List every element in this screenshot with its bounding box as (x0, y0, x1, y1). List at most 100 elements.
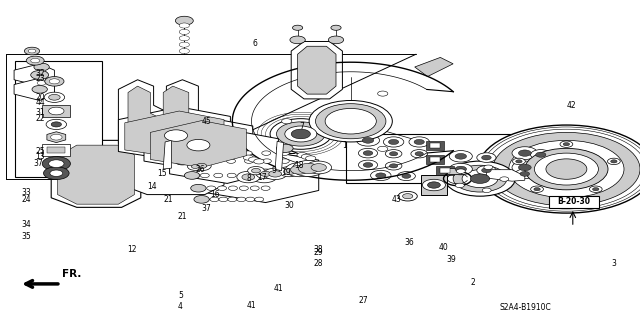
Circle shape (362, 137, 374, 143)
Circle shape (206, 151, 215, 155)
Text: 44: 44 (35, 98, 45, 107)
Circle shape (445, 161, 515, 196)
Text: 23: 23 (35, 74, 45, 83)
Text: 42: 42 (566, 101, 576, 110)
Circle shape (482, 188, 491, 193)
Circle shape (285, 126, 317, 142)
Circle shape (180, 114, 197, 122)
Circle shape (280, 151, 289, 155)
Polygon shape (170, 129, 278, 183)
Bar (549, 196, 599, 208)
Text: S2A4-B1910C: S2A4-B1910C (499, 303, 551, 312)
Text: 5: 5 (178, 291, 183, 300)
Text: 21: 21 (178, 212, 188, 221)
Circle shape (187, 139, 210, 151)
Polygon shape (291, 41, 342, 99)
Circle shape (415, 152, 424, 156)
Bar (42, 105, 70, 117)
Bar (426, 141, 444, 150)
Circle shape (50, 170, 63, 176)
Polygon shape (415, 57, 453, 77)
Circle shape (219, 197, 228, 202)
Circle shape (261, 186, 270, 190)
Bar (42, 144, 70, 156)
Circle shape (309, 100, 392, 142)
Circle shape (398, 191, 417, 201)
Circle shape (179, 23, 189, 28)
Text: 19: 19 (282, 168, 291, 177)
Circle shape (477, 166, 496, 175)
Bar (426, 155, 444, 164)
Circle shape (282, 119, 292, 124)
Text: 41: 41 (246, 301, 256, 310)
Polygon shape (144, 116, 253, 171)
Circle shape (364, 163, 372, 167)
Circle shape (219, 146, 236, 154)
Circle shape (422, 179, 445, 191)
Circle shape (196, 163, 207, 168)
Circle shape (262, 151, 271, 155)
Text: 33: 33 (21, 189, 31, 197)
Circle shape (509, 140, 624, 198)
Circle shape (316, 104, 386, 139)
Circle shape (534, 188, 540, 191)
Circle shape (270, 119, 332, 149)
Polygon shape (14, 78, 54, 100)
Circle shape (34, 63, 49, 71)
Circle shape (325, 108, 376, 134)
Circle shape (225, 151, 234, 155)
Circle shape (515, 169, 534, 179)
Circle shape (306, 156, 316, 161)
Text: 40: 40 (438, 243, 448, 252)
Circle shape (168, 130, 184, 138)
Text: 22: 22 (35, 114, 45, 122)
Circle shape (280, 159, 289, 163)
Circle shape (409, 137, 429, 147)
Circle shape (428, 182, 440, 188)
Bar (430, 157, 440, 162)
Text: 9: 9 (272, 166, 277, 175)
Text: 34: 34 (21, 220, 31, 229)
Text: 43: 43 (392, 195, 401, 204)
Circle shape (228, 197, 237, 202)
Circle shape (513, 158, 525, 165)
Circle shape (279, 167, 300, 177)
Circle shape (531, 186, 543, 192)
Circle shape (42, 157, 70, 171)
Circle shape (297, 152, 307, 158)
Circle shape (589, 186, 602, 192)
Circle shape (26, 56, 44, 65)
Text: 3: 3 (611, 259, 616, 268)
Circle shape (227, 159, 236, 163)
Text: 30: 30 (285, 201, 294, 210)
Text: 31: 31 (35, 108, 45, 117)
Text: 35: 35 (21, 232, 31, 241)
Circle shape (563, 143, 570, 146)
Circle shape (253, 159, 264, 164)
Circle shape (383, 137, 404, 147)
Circle shape (188, 163, 203, 170)
Circle shape (218, 186, 227, 190)
Circle shape (453, 165, 507, 192)
Circle shape (525, 148, 608, 190)
Circle shape (389, 152, 398, 156)
Circle shape (252, 168, 260, 173)
Circle shape (28, 49, 36, 53)
Polygon shape (150, 121, 246, 167)
Circle shape (546, 159, 587, 179)
Circle shape (378, 146, 388, 152)
Circle shape (301, 154, 312, 159)
Circle shape (243, 151, 252, 155)
Circle shape (376, 173, 386, 178)
Polygon shape (118, 80, 198, 153)
Text: 2: 2 (470, 278, 475, 287)
Circle shape (481, 155, 492, 160)
Polygon shape (118, 107, 230, 161)
Bar (436, 166, 454, 175)
Text: 27: 27 (358, 296, 368, 305)
Circle shape (191, 159, 200, 163)
Circle shape (358, 160, 378, 170)
Circle shape (269, 171, 282, 177)
Polygon shape (125, 111, 224, 158)
Circle shape (31, 70, 49, 79)
